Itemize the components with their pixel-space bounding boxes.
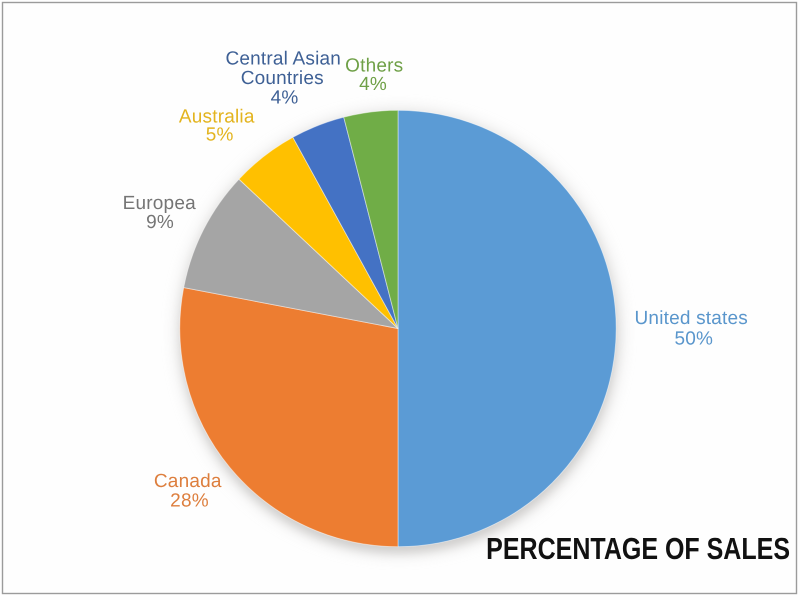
- svg-text:Australia 5%: Australia 5%: [179, 107, 260, 146]
- svg-text:Europea 9%: Europea 9%: [123, 193, 202, 233]
- svg-text:Others 4%: Others 4%: [345, 56, 409, 96]
- svg-text:Central Asian Countries: Central Asian Countries 4%: [225, 48, 346, 108]
- svg-text:Canada 28%: Canada 28%: [154, 471, 227, 512]
- svg-text:United states 50%: United states 50%: [635, 308, 754, 350]
- svg-text:PERCENTAGE OF SALES: PERCENTAGE OF SALES: [486, 532, 790, 566]
